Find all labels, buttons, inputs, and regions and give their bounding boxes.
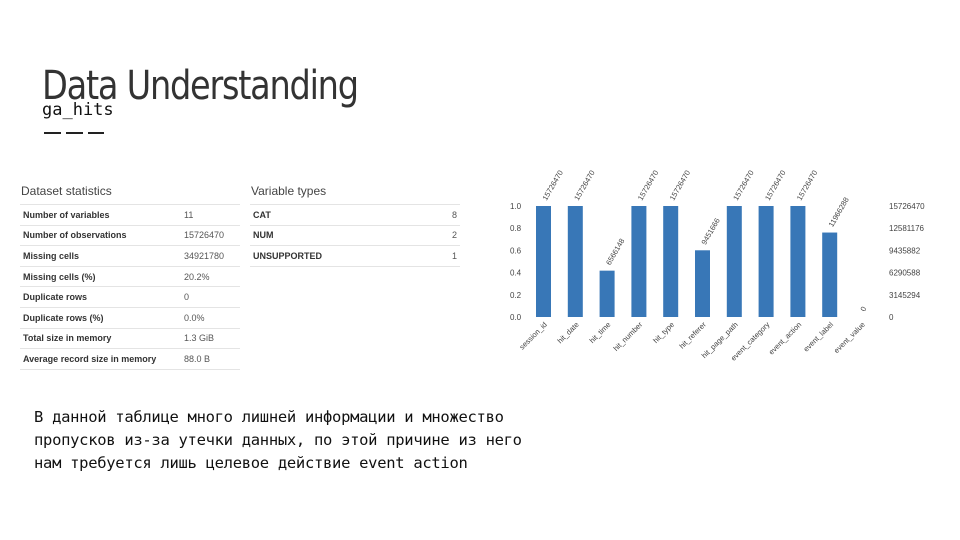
bar-value-label: 9451666 xyxy=(699,216,721,246)
stat-label: Missing cells (%) xyxy=(20,265,181,287)
stat-label: Total size in memory xyxy=(20,327,181,349)
dataset-statistics-title: Dataset statistics xyxy=(21,184,112,198)
y-tick-label-left: 0.2 xyxy=(510,291,522,300)
bar xyxy=(631,206,647,317)
stat-label: Number of variables xyxy=(20,204,181,226)
slide-subtitle: ga_hits xyxy=(42,100,114,120)
y-tick-label-left: 0.0 xyxy=(510,313,522,322)
table-row: Total size in memory 1.3 GiB xyxy=(20,327,240,349)
accent-divider xyxy=(44,132,104,134)
stat-label: Average record size in memory xyxy=(20,348,181,370)
y-tick-label-right: 0 xyxy=(889,313,894,322)
y-tick-label-left: 0.6 xyxy=(510,246,522,255)
type-count: 2 xyxy=(432,224,460,246)
bar xyxy=(536,206,551,317)
bar xyxy=(567,206,583,317)
missing-values-bar-chart: 0.0 0.2 0.4 0.6 0.8 1.0 0 3145294 6290588 9435882… xyxy=(510,169,925,363)
table-row: CAT 8 xyxy=(250,204,460,226)
y-tick-label-right: 15726470 xyxy=(889,202,925,211)
y-tick-label-right: 3145294 xyxy=(889,291,921,300)
stat-value: 88.0 B xyxy=(181,348,240,370)
table-row: Duplicate rows (%) 0.0% xyxy=(20,306,240,329)
y-tick-label-right: 12581176 xyxy=(889,224,925,233)
x-tick-label: session_id xyxy=(517,320,548,351)
dataset-statistics-table: Dataset statistics Number of variables 11… xyxy=(20,184,240,370)
bar-value-label: 11966288 xyxy=(827,196,851,229)
bar-value-label: 15726470 xyxy=(572,169,596,202)
y-tick-label-right: 6290588 xyxy=(889,269,921,278)
bar xyxy=(790,206,806,317)
type-label: CAT xyxy=(250,204,432,226)
bar xyxy=(663,206,679,317)
x-tick-label: hit_number xyxy=(611,320,644,353)
stat-value: 34921780 xyxy=(181,245,240,267)
stat-value: 1.3 GiB xyxy=(181,327,240,349)
bar xyxy=(822,232,838,317)
bar xyxy=(599,270,615,317)
table-row: Missing cells 34921780 xyxy=(20,245,240,267)
type-label: NUM xyxy=(250,224,432,246)
table-row: Missing cells (%) 20.2% xyxy=(20,265,240,287)
table-row: Number of variables 11 xyxy=(20,204,240,226)
stat-value: 0.0% xyxy=(181,306,240,329)
y-tick-label-left: 0.4 xyxy=(510,269,522,278)
x-tick-label: event_label xyxy=(802,320,836,354)
type-count: 8 xyxy=(432,204,460,226)
variable-types-table: Variable types CAT 8 NUM 2 UNSUPPORTED 1 xyxy=(250,184,460,267)
table-row: Duplicate rows 0 xyxy=(20,286,240,308)
y-tick-label-left: 0.8 xyxy=(510,224,522,233)
bar-value-label: 15726470 xyxy=(668,169,692,202)
bar-value-label: 15726470 xyxy=(795,169,819,202)
stat-value: 11 xyxy=(181,204,240,226)
table-row: Number of observations 15726470 xyxy=(20,224,240,246)
bar xyxy=(695,250,710,317)
table-row: Average record size in memory 88.0 B xyxy=(20,348,240,370)
stat-label: Duplicate rows (%) xyxy=(20,306,181,329)
stat-label: Duplicate rows xyxy=(20,286,181,308)
bar-value-label: 15726470 xyxy=(763,169,787,202)
slide-description: В данной таблице много лишней информации… xyxy=(34,408,522,472)
y-tick-label-right: 9435882 xyxy=(889,246,921,255)
stat-value: 15726470 xyxy=(181,224,240,246)
stat-value: 20.2% xyxy=(181,265,240,287)
bar-value-label: 15726470 xyxy=(731,169,755,202)
table-row: UNSUPPORTED 1 xyxy=(250,245,460,267)
variable-types-title: Variable types xyxy=(251,184,327,198)
bar-value-label: 15726470 xyxy=(636,169,660,202)
table-row: NUM 2 xyxy=(250,224,460,246)
bar xyxy=(726,206,742,317)
stat-value: 0 xyxy=(181,286,240,308)
y-tick-label-left: 1.0 xyxy=(510,202,522,211)
x-tick-label: event_value xyxy=(832,320,867,355)
x-tick-label: event_action xyxy=(767,320,803,356)
x-tick-label: hit_type xyxy=(651,320,676,345)
x-tick-label: hit_referer xyxy=(677,320,708,351)
x-tick-label: hit_time xyxy=(588,320,613,345)
x-tick-label: hit_date xyxy=(555,320,580,345)
bar-value-label: 15726470 xyxy=(540,169,564,202)
stat-label: Number of observations xyxy=(20,224,181,246)
bar-value-label: 6566148 xyxy=(604,237,626,267)
bar xyxy=(758,206,774,317)
slide-title: Data Understanding xyxy=(42,62,359,109)
type-label: UNSUPPORTED xyxy=(250,245,432,267)
type-count: 1 xyxy=(432,245,460,267)
bar-value-label: 0 xyxy=(858,305,868,313)
stat-label: Missing cells xyxy=(20,245,181,267)
